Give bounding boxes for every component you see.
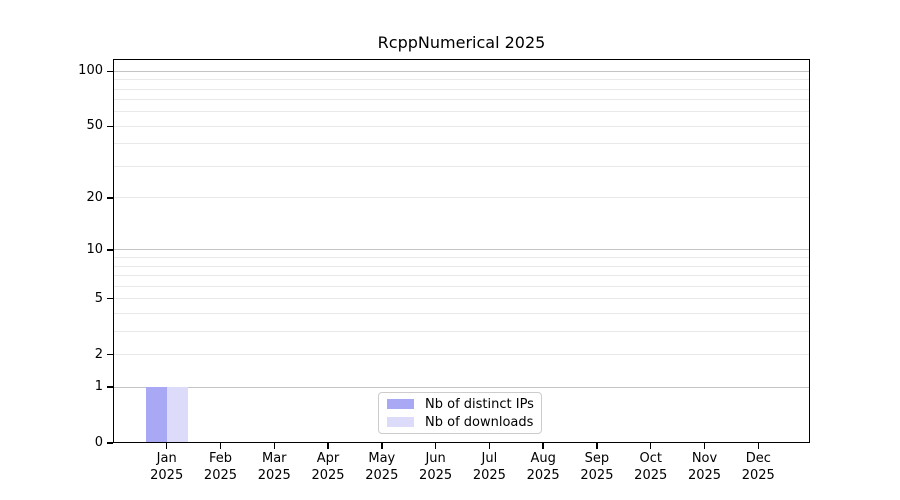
- x-tick-year: 2025: [311, 467, 345, 483]
- major-gridline: [114, 249, 809, 251]
- x-tick-year: 2025: [687, 467, 722, 483]
- x-tick-year: 2025: [580, 467, 614, 483]
- minor-gridline: [114, 79, 809, 81]
- x-tick-label: Mar 2025: [244, 451, 304, 484]
- bar-downloads: [166, 387, 188, 443]
- x-tick-label: May 2025: [352, 451, 412, 484]
- x-tick-month: Mar: [261, 451, 287, 466]
- y-tick-label: 5: [94, 290, 103, 306]
- minor-gridline: [114, 257, 809, 259]
- y-tick-label: 10: [86, 241, 103, 257]
- x-tick-label: Jan 2025: [137, 451, 197, 484]
- x-tick-mark: [327, 443, 329, 449]
- x-tick-month: Nov: [691, 451, 718, 466]
- major-gridline: [114, 298, 809, 300]
- x-tick-year: 2025: [741, 467, 775, 483]
- x-tick-label: Oct 2025: [621, 451, 681, 484]
- major-gridline: [114, 70, 809, 72]
- y-tick-label: 2: [94, 346, 103, 362]
- y-tick-label: 50: [86, 118, 103, 134]
- x-tick-label: Apr 2025: [298, 451, 358, 484]
- x-tick-month: Sep: [584, 451, 610, 466]
- x-tick-month: Dec: [745, 451, 771, 466]
- x-tick-month: Oct: [639, 451, 662, 466]
- x-tick-mark: [649, 443, 652, 449]
- plot-frame: [113, 59, 810, 443]
- y-tick-mark: [106, 442, 113, 444]
- minor-gridline: [114, 99, 809, 101]
- x-tick-mark: [273, 443, 275, 449]
- x-tick-year: 2025: [472, 467, 506, 483]
- legend-label-distinct-ips: Nb of distinct IPs: [425, 396, 534, 412]
- x-tick-label: Feb 2025: [190, 451, 250, 484]
- x-tick-mark: [381, 443, 383, 449]
- x-tick-year: 2025: [634, 467, 668, 483]
- y-tick-mark: [106, 125, 113, 128]
- x-tick-label: Aug 2025: [513, 451, 573, 484]
- x-tick-year: 2025: [257, 467, 291, 483]
- y-tick-mark: [106, 197, 113, 199]
- x-tick-year: 2025: [419, 467, 453, 483]
- minor-gridline: [114, 312, 809, 314]
- minor-gridline: [114, 285, 809, 287]
- x-tick-mark: [757, 443, 760, 449]
- bar-distinct-ips: [145, 387, 167, 443]
- y-tick-mark: [106, 386, 113, 388]
- legend-item-distinct-ips: Nb of distinct IPs: [379, 397, 541, 412]
- x-tick-mark: [596, 443, 598, 449]
- major-gridline: [114, 354, 809, 356]
- minor-gridline: [114, 265, 809, 267]
- x-tick-mark: [488, 443, 491, 449]
- x-tick-year: 2025: [526, 467, 560, 483]
- x-tick-month: Feb: [208, 451, 232, 466]
- y-tick-mark: [106, 249, 113, 251]
- legend-swatch-distinct-ips: [387, 399, 414, 409]
- x-tick-year: 2025: [203, 467, 238, 483]
- major-gridline: [114, 125, 809, 127]
- minor-gridline: [114, 111, 809, 113]
- x-tick-month: May: [368, 451, 396, 466]
- x-tick-month: Jun: [425, 451, 446, 466]
- x-tick-label: Sep 2025: [567, 451, 627, 484]
- x-tick-month: Apr: [316, 451, 340, 466]
- y-tick-label: 20: [86, 189, 103, 205]
- major-gridline: [114, 386, 809, 388]
- legend-item-downloads: Nb of downloads: [379, 415, 541, 430]
- major-gridline: [114, 197, 809, 199]
- minor-gridline: [114, 275, 809, 277]
- x-tick-label: Dec 2025: [728, 451, 788, 484]
- x-tick-mark: [703, 443, 706, 449]
- x-tick-label: Jul 2025: [459, 451, 519, 484]
- chart-title: RcppNumerical 2025: [377, 33, 546, 52]
- x-tick-year: 2025: [365, 467, 399, 483]
- y-tick-label: 1: [94, 379, 103, 395]
- x-tick-year: 2025: [150, 467, 184, 483]
- x-tick-month: Jan: [156, 451, 177, 466]
- y-tick-label: 0: [94, 435, 103, 450]
- x-tick-mark: [542, 443, 544, 449]
- x-tick-label: Nov 2025: [675, 451, 735, 484]
- minor-gridline: [114, 143, 809, 145]
- legend-swatch-downloads: [387, 417, 414, 427]
- y-tick-mark: [106, 297, 113, 300]
- legend: Nb of distinct IPs Nb of downloads: [378, 392, 542, 434]
- y-tick-mark: [106, 70, 113, 73]
- x-tick-mark: [434, 443, 437, 449]
- y-tick-mark: [106, 353, 113, 356]
- y-tick-label: 100: [78, 63, 103, 79]
- minor-gridline: [114, 88, 809, 90]
- minor-gridline: [114, 330, 809, 332]
- minor-gridline: [114, 165, 809, 167]
- legend-label-downloads: Nb of downloads: [425, 414, 534, 430]
- x-tick-mark: [219, 443, 222, 449]
- x-tick-month: Aug: [530, 451, 556, 466]
- x-tick-month: Jul: [481, 451, 498, 466]
- x-tick-label: Jun 2025: [406, 451, 466, 484]
- x-tick-mark: [165, 443, 168, 449]
